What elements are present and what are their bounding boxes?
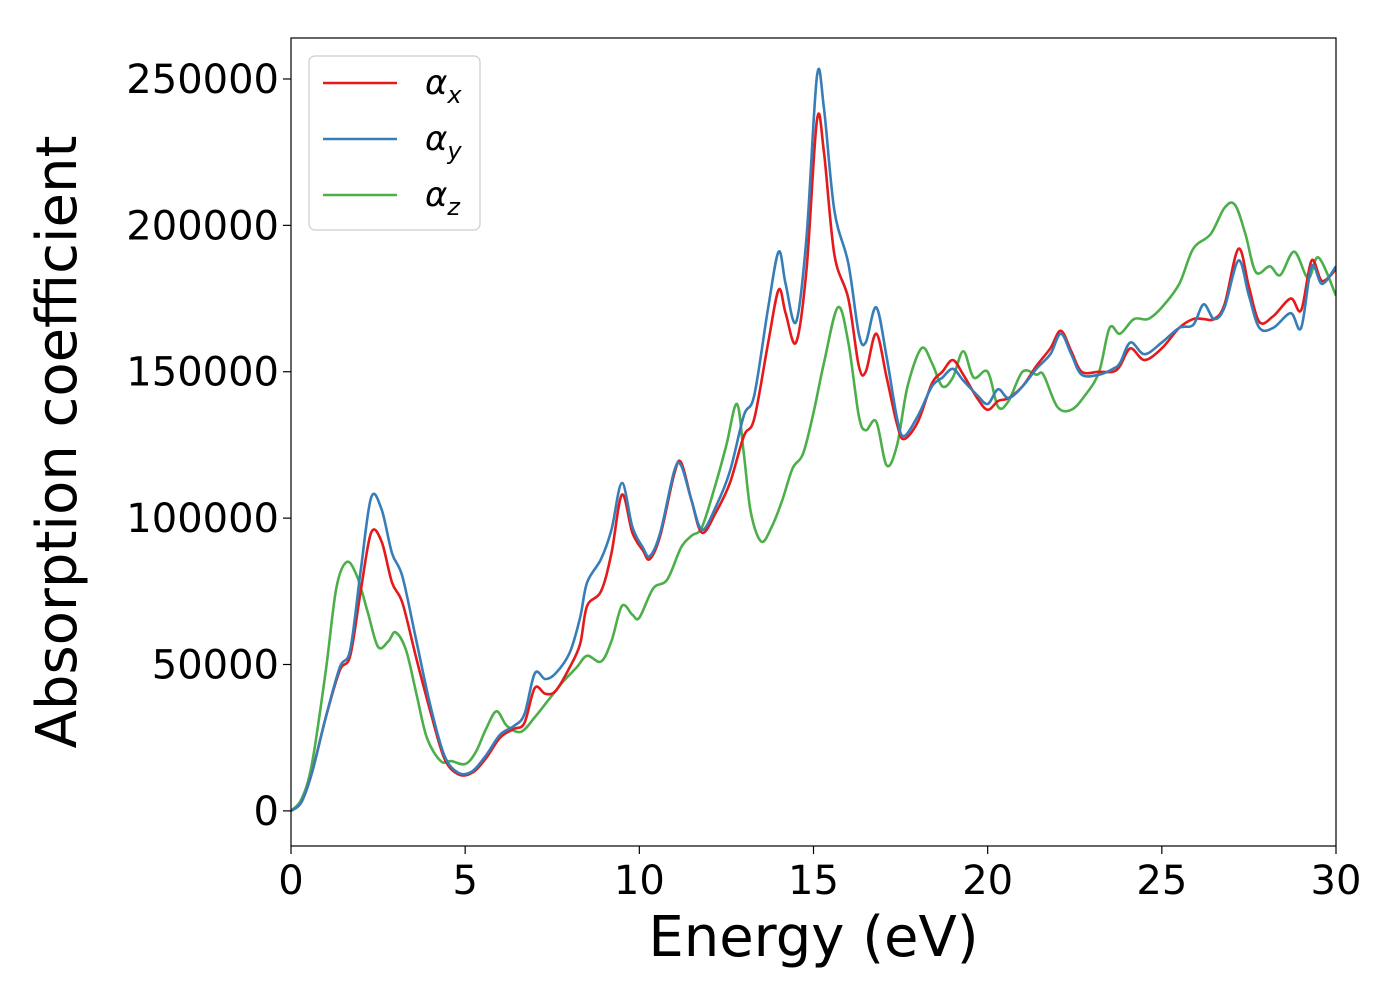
y-axis-label: Absorption coefficient: [25, 136, 90, 749]
legend: αx αy αz: [308, 55, 481, 231]
legend-label-x: αx: [425, 63, 462, 109]
y-tick-label: 0: [254, 789, 279, 835]
legend-box: [308, 55, 481, 231]
x-tick-label: 5: [452, 858, 477, 904]
x-tick-label: 30: [1311, 858, 1362, 904]
x-axis-label: Energy (eV): [648, 905, 978, 970]
legend-label-y: αy: [425, 119, 462, 165]
x-tick-label: 25: [1136, 858, 1187, 904]
x-tick-label: 0: [278, 858, 303, 904]
legend-label-z: αz: [425, 175, 461, 221]
y-tick-label: 250000: [126, 57, 279, 103]
series-line-y: [291, 67, 1336, 812]
x-tick-label: 20: [962, 858, 1013, 904]
y-tick-label: 200000: [126, 203, 279, 249]
y-tick-label: 100000: [126, 496, 279, 542]
y-tick-label: 50000: [152, 642, 279, 688]
x-tick-label: 15: [788, 858, 839, 904]
x-tick-label: 10: [614, 858, 665, 904]
y-tick-label: 150000: [126, 350, 279, 396]
